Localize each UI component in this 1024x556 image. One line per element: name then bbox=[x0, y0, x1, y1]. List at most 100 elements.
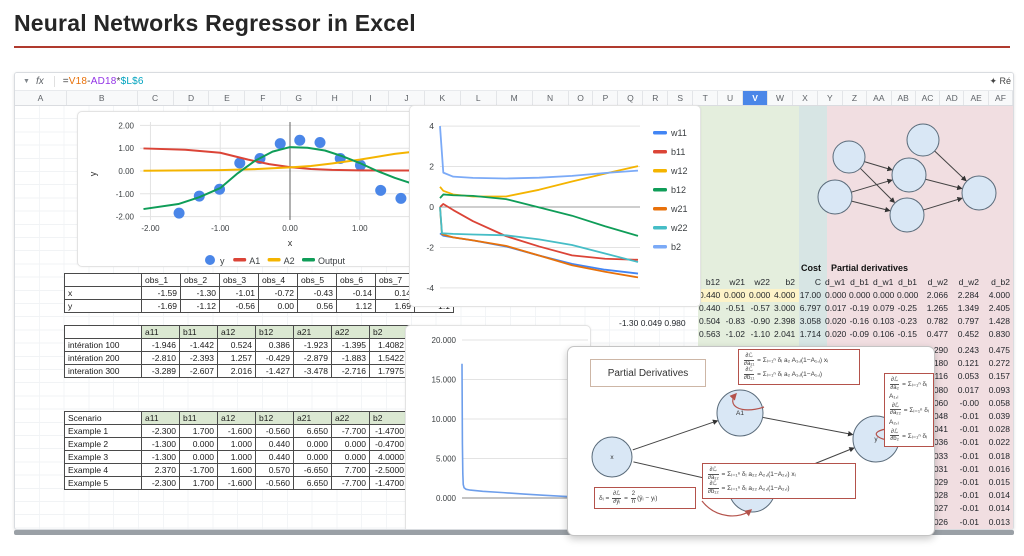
column-header-J[interactable]: J bbox=[389, 91, 425, 105]
column-header-AA[interactable]: AA bbox=[867, 91, 892, 105]
cell[interactable]: 1.5422 bbox=[369, 351, 408, 365]
table-corner[interactable] bbox=[64, 325, 142, 339]
cell[interactable]: b2 bbox=[785, 277, 795, 287]
cell[interactable]: 1.4082 bbox=[369, 338, 408, 352]
cell[interactable]: .027 bbox=[931, 503, 948, 514]
column-header-D[interactable]: D bbox=[174, 91, 210, 105]
table-col-header[interactable]: obs_4 bbox=[258, 273, 298, 287]
cell[interactable]: -2.393 bbox=[179, 351, 218, 365]
cell[interactable]: 2.016 bbox=[217, 364, 256, 378]
cell[interactable]: -0.01 bbox=[959, 411, 979, 421]
column-header-K[interactable]: K bbox=[425, 91, 461, 105]
column-header-Y[interactable]: Y bbox=[818, 91, 843, 105]
cell[interactable]: w21 bbox=[729, 277, 745, 287]
cell[interactable]: 0.022 bbox=[988, 437, 1010, 448]
cell[interactable]: 1.700 bbox=[179, 476, 218, 490]
column-header-AD[interactable]: AD bbox=[940, 91, 965, 105]
cell[interactable]: 0.157 bbox=[988, 371, 1010, 382]
cell[interactable]: 0.386 bbox=[255, 338, 294, 352]
row-label[interactable]: x bbox=[64, 286, 142, 300]
table-col-header[interactable]: obs_2 bbox=[180, 273, 220, 287]
cell[interactable]: -0.19 bbox=[849, 303, 869, 313]
cell[interactable]: 4.000 bbox=[988, 290, 1010, 300]
cell[interactable]: -1.69 bbox=[141, 299, 181, 313]
cell[interactable]: -0.51 bbox=[725, 303, 745, 313]
cell[interactable]: 2.041 bbox=[774, 329, 796, 339]
cell[interactable]: -0.90 bbox=[750, 316, 770, 326]
cell[interactable]: d_w2 bbox=[958, 277, 979, 287]
cell[interactable]: 0.106 bbox=[873, 329, 895, 339]
cell[interactable]: -1.300 bbox=[141, 437, 180, 451]
cell[interactable]: 6.797 bbox=[799, 303, 821, 313]
fit-chart-card[interactable]: 2.00 1.00 0.00 -1.00 -2.00 -2.00 -1.00 0.00 1.00… bbox=[77, 111, 461, 267]
column-header-Q[interactable]: Q bbox=[618, 91, 644, 105]
cell[interactable]: 1.69 bbox=[375, 299, 415, 313]
column-header-C[interactable]: C bbox=[138, 91, 174, 105]
cell[interactable]: 0.440 bbox=[255, 437, 294, 451]
cell[interactable]: -0.14 bbox=[336, 286, 376, 300]
cell[interactable]: 0.020 bbox=[825, 329, 847, 339]
table-col-header[interactable]: b11 bbox=[179, 411, 218, 425]
row-label[interactable]: y bbox=[64, 299, 142, 313]
cell[interactable]: -0.16 bbox=[849, 316, 869, 326]
cell[interactable]: -0.4700 bbox=[369, 437, 408, 451]
cell[interactable]: -1.12 bbox=[180, 299, 220, 313]
cell[interactable]: -2.607 bbox=[179, 364, 218, 378]
cell[interactable]: -0.01 bbox=[959, 450, 979, 461]
cell[interactable]: -2.5000 bbox=[369, 463, 408, 477]
column-header-S[interactable]: S bbox=[668, 91, 694, 105]
cell[interactable]: 0.452 bbox=[957, 329, 979, 339]
formula-input[interactable]: =V18-AD18*$L$6 bbox=[63, 76, 144, 87]
table-col-header[interactable]: a12 bbox=[217, 325, 256, 339]
cell[interactable]: 1.265 bbox=[926, 303, 948, 313]
table-col-header[interactable]: a21 bbox=[293, 325, 332, 339]
column-header-W[interactable]: W bbox=[768, 91, 793, 105]
column-header-V[interactable]: V bbox=[743, 91, 769, 105]
cell[interactable]: 2.066 bbox=[926, 290, 948, 300]
cell[interactable]: 0.000 bbox=[825, 290, 847, 300]
cell[interactable]: C bbox=[814, 277, 821, 287]
cell[interactable]: -3.289 bbox=[141, 364, 180, 378]
cell[interactable]: 1.000 bbox=[217, 437, 256, 451]
cell[interactable]: d_b1 bbox=[898, 277, 917, 287]
cell[interactable]: 2.284 bbox=[957, 290, 979, 300]
cell[interactable]: 0.563 bbox=[699, 329, 721, 339]
cell[interactable]: .036 bbox=[931, 437, 948, 448]
column-header-Z[interactable]: Z bbox=[843, 91, 868, 105]
cell[interactable]: -0.09 bbox=[849, 329, 869, 339]
table-col-header[interactable]: b2 bbox=[369, 411, 408, 425]
cell[interactable]: 1.349 bbox=[957, 303, 979, 313]
cell[interactable]: -0.72 bbox=[258, 286, 298, 300]
cell[interactable]: 0.440 bbox=[255, 450, 294, 464]
cell[interactable]: .029 bbox=[931, 477, 948, 487]
cell[interactable]: 0.570 bbox=[255, 463, 294, 477]
iterations-table[interactable]: a11b11a12b12a21a22b2Cintération 100-1.94… bbox=[64, 325, 446, 378]
cell[interactable]: -0.01 bbox=[959, 437, 979, 448]
column-header-I[interactable]: I bbox=[353, 91, 389, 105]
cell[interactable]: -0.56 bbox=[219, 299, 259, 313]
cell[interactable]: 4.000 bbox=[774, 290, 796, 300]
column-header-G[interactable]: G bbox=[281, 91, 318, 105]
cell[interactable]: -0.01 bbox=[959, 516, 979, 527]
cell[interactable]: 0.477 bbox=[926, 329, 948, 339]
cell[interactable]: -1.923 bbox=[293, 338, 332, 352]
column-header-N[interactable]: N bbox=[533, 91, 569, 105]
cell[interactable]: 0.00 bbox=[258, 299, 298, 313]
cell[interactable]: 1.12 bbox=[336, 299, 376, 313]
row-label[interactable]: Example 4 bbox=[64, 463, 142, 477]
cell[interactable]: -0.83 bbox=[725, 316, 745, 326]
table-col-header[interactable]: a11 bbox=[141, 411, 180, 425]
cell[interactable]: .028 bbox=[931, 490, 948, 501]
cell[interactable]: 2.405 bbox=[988, 303, 1010, 313]
cell[interactable]: -1.883 bbox=[331, 351, 370, 365]
cell[interactable]: 1.7975 bbox=[369, 364, 408, 378]
cell[interactable]: d_b2 bbox=[991, 277, 1010, 287]
cell[interactable]: 17.00 bbox=[799, 290, 821, 300]
cell[interactable]: 0.830 bbox=[988, 329, 1010, 339]
cell[interactable]: 0.039 bbox=[988, 411, 1010, 421]
cell[interactable]: -2.810 bbox=[141, 351, 180, 365]
cell[interactable]: -1.946 bbox=[141, 338, 180, 352]
cell[interactable]: .026 bbox=[931, 516, 948, 527]
cell[interactable]: 0.017 bbox=[957, 384, 979, 395]
cell[interactable]: 0.058 bbox=[988, 397, 1010, 408]
